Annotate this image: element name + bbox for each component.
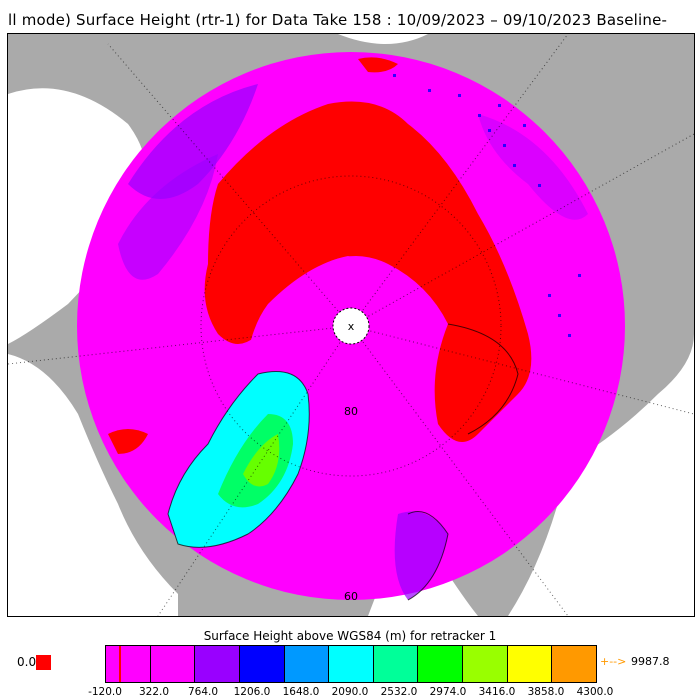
colorbar-segment (329, 646, 374, 682)
tick-label: 1206.0 (233, 686, 271, 698)
colorbar-segment (150, 646, 196, 682)
map-title: ll mode) Surface Height (rtr-1) for Data… (8, 11, 668, 29)
tick-label: 764.0 (187, 686, 219, 698)
colorbar (105, 645, 597, 683)
colorbar-segment (507, 646, 553, 682)
colorbar-segment (418, 646, 464, 682)
zero-label: 0.0 (17, 655, 37, 669)
colorbar-segment (463, 646, 508, 682)
tick-label: 1648.0 (282, 686, 320, 698)
over-range-label: 9987.8 (631, 655, 670, 668)
tick-label: 4300.0 (576, 686, 614, 698)
colorbar-tick-labels: -120.0 322.0 764.0 1206.0 1648.0 2090.0 … (0, 685, 700, 699)
colorbar-segment (284, 646, 330, 682)
over-range-arrow-icon: +--> (600, 655, 627, 668)
latitude-label-80: 80 (344, 405, 358, 418)
colorbar-segment (552, 646, 597, 682)
tick-label: 3858.0 (527, 686, 565, 698)
zero-color-swatch (36, 655, 51, 670)
tick-label: 322.0 (138, 686, 170, 698)
colorbar-segment (239, 646, 285, 682)
colorbar-segment (106, 646, 151, 682)
tick-label: 2532.0 (380, 686, 418, 698)
tick-label: 3416.0 (478, 686, 516, 698)
colorbar-segment (373, 646, 419, 682)
colorbar-title: Surface Height above WGS84 (m) for retra… (203, 629, 497, 643)
latitude-label-60: 60 (344, 590, 358, 603)
polar-map: x 80 60 (7, 33, 695, 617)
pole-marker: x (348, 320, 355, 333)
tick-label: 2974.0 (429, 686, 467, 698)
tick-label: 2090.0 (331, 686, 369, 698)
pole-hole (332, 307, 370, 345)
tick-label: -120.0 (88, 686, 122, 698)
colorbar-segment (195, 646, 240, 682)
